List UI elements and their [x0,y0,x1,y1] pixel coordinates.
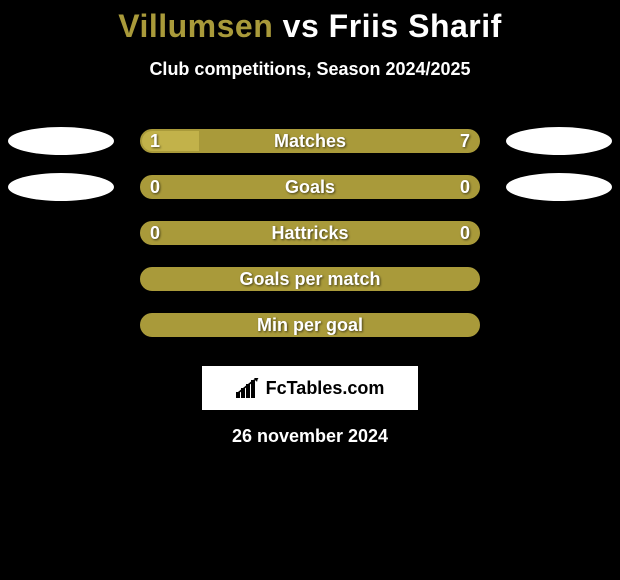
title-vs: vs [283,8,320,44]
stat-rows: 17Matches00Goals00HattricksGoals per mat… [0,118,620,348]
logo-text: FcTables.com [266,378,385,399]
player-badge-left [8,127,114,155]
player-badge-right [506,127,612,155]
player-badge-left [8,173,114,201]
stat-label: Goals [142,177,478,197]
title-player1: Villumsen [118,8,273,44]
player-badge-right [506,173,612,201]
subtitle: Club competitions, Season 2024/2025 [0,59,620,80]
comparison-widget: Villumsen vs Friis Sharif Club competiti… [0,0,620,580]
logo-box[interactable]: FcTables.com [202,366,418,410]
date-line: 26 november 2024 [0,426,620,447]
stat-row: 17Matches [0,118,620,164]
stat-value-right: 7 [460,131,470,151]
stat-row: 0 0Goals [0,164,620,210]
stat-bar: 0 0Goals [140,175,480,199]
stat-bar: 17Matches [140,129,480,153]
fctables-chart-icon [236,378,260,398]
stat-row: Min per goal [0,302,620,348]
stat-bar-fill-left [142,131,199,151]
stat-row: 0 0Hattricks [0,210,620,256]
stat-label: Goals per match [142,269,478,289]
stat-value-left: 0 [150,223,160,243]
stat-bar: Goals per match [140,267,480,291]
stat-value-left: 0 [150,177,160,197]
stat-bar: Min per goal [140,313,480,337]
stat-value-right: 0 [460,177,470,197]
stat-bar: 0 0Hattricks [140,221,480,245]
title-player2: Friis Sharif [329,8,502,44]
stat-row: Goals per match [0,256,620,302]
stat-value-right: 0 [460,223,470,243]
page-title: Villumsen vs Friis Sharif [0,8,620,45]
stat-label: Min per goal [142,315,478,335]
stat-label: Hattricks [142,223,478,243]
